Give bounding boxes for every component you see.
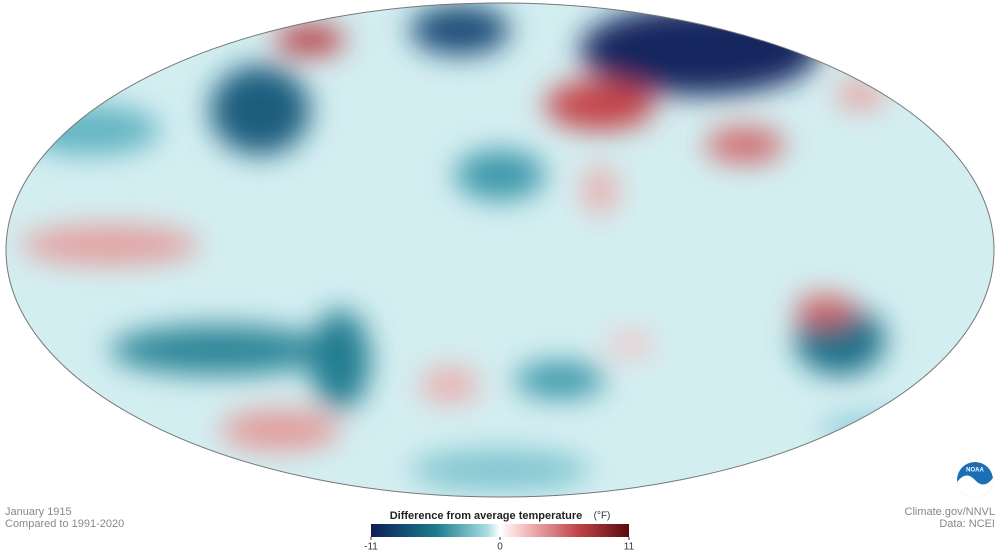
logo-text: NOAA: [966, 468, 984, 474]
credit-label: Climate.gov/NNVL: [905, 506, 995, 518]
legend-tick-label: -11: [364, 542, 378, 553]
globe-outline: [5, 2, 995, 498]
baseline-label: Compared to 1991-2020: [5, 518, 124, 530]
legend-title: Difference from average temperature: [390, 510, 583, 522]
legend: Difference from average temperature (°F)…: [364, 510, 634, 553]
date-label: January 1915: [5, 506, 72, 518]
legend-tick-label: 11: [624, 542, 635, 553]
temperature-anomaly-map: [6, 3, 994, 497]
legend-tick-label: 0: [497, 542, 503, 553]
legend-unit: (°F): [594, 511, 611, 522]
color-bar: [371, 524, 629, 537]
source-label: Data: NCEI: [939, 518, 995, 530]
noaa-logo: NOAA: [957, 462, 994, 499]
